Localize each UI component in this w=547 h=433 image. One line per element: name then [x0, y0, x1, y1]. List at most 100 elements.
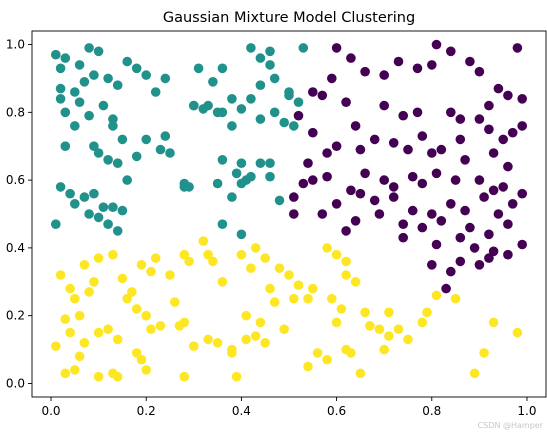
data-point-cluster-2 — [184, 256, 194, 267]
data-point-cluster-0 — [455, 134, 466, 145]
data-point-cluster-2 — [131, 304, 142, 314]
y-tick-label: 0.6 — [6, 173, 25, 187]
data-point-cluster-2 — [231, 371, 242, 382]
x-tick-label: 0.4 — [232, 404, 251, 418]
data-point-cluster-0 — [322, 148, 332, 158]
data-point-cluster-0 — [484, 253, 494, 263]
data-point-cluster-0 — [446, 266, 456, 277]
data-point-cluster-1 — [108, 114, 118, 124]
data-point-cluster-0 — [474, 114, 485, 124]
data-point-cluster-1 — [236, 104, 247, 114]
data-point-cluster-0 — [498, 134, 509, 145]
data-point-cluster-2 — [227, 344, 237, 355]
data-point-cluster-0 — [503, 219, 513, 229]
data-point-cluster-0 — [503, 90, 513, 101]
watermark: CSDN @Hamper — [477, 421, 543, 430]
data-point-cluster-1 — [227, 94, 237, 104]
data-point-cluster-1 — [236, 158, 247, 168]
data-point-cluster-1 — [112, 158, 123, 168]
y-tick-label: 0.0 — [6, 376, 25, 390]
x-tick-label: 0.0 — [41, 404, 60, 418]
data-point-cluster-2 — [136, 260, 147, 270]
data-point-cluster-0 — [398, 110, 409, 121]
data-point-cluster-2 — [312, 348, 323, 358]
data-point-cluster-0 — [355, 144, 366, 155]
data-point-cluster-0 — [431, 39, 442, 50]
data-point-cluster-2 — [150, 253, 161, 263]
data-point-cluster-1 — [231, 168, 242, 179]
data-point-cluster-0 — [407, 171, 418, 182]
data-point-cluster-0 — [289, 192, 299, 202]
data-point-cluster-0 — [369, 195, 380, 206]
data-point-cluster-2 — [93, 371, 104, 382]
data-point-cluster-1 — [155, 144, 166, 155]
plot-frame — [31, 30, 547, 398]
data-point-cluster-0 — [298, 178, 309, 189]
y-tick-label: 0.2 — [6, 309, 25, 323]
y-tick-label: 0.8 — [6, 105, 25, 119]
data-point-cluster-0 — [379, 175, 390, 185]
data-point-cluster-0 — [488, 185, 499, 196]
data-point-cluster-0 — [355, 188, 366, 199]
data-point-cluster-2 — [374, 324, 385, 335]
data-point-cluster-0 — [507, 199, 518, 209]
data-point-cluster-1 — [203, 100, 213, 111]
data-point-cluster-2 — [327, 293, 337, 304]
data-point-cluster-0 — [341, 226, 351, 236]
data-point-cluster-1 — [84, 110, 94, 121]
data-point-cluster-1 — [98, 100, 109, 111]
data-point-cluster-0 — [412, 63, 423, 74]
data-point-cluster-0 — [360, 66, 370, 77]
data-point-cluster-0 — [417, 222, 428, 233]
data-point-cluster-0 — [388, 182, 399, 192]
data-point-cluster-1 — [255, 53, 266, 63]
data-point-cluster-0 — [308, 127, 318, 138]
data-point-cluster-0 — [427, 148, 437, 158]
data-point-cluster-2 — [241, 334, 251, 345]
data-point-cluster-2 — [322, 243, 332, 253]
y-tick-label: 1.0 — [6, 38, 25, 52]
data-point-cluster-0 — [379, 100, 390, 111]
data-point-cluster-1 — [112, 226, 123, 236]
data-point-cluster-2 — [289, 293, 299, 304]
data-point-cluster-1 — [84, 209, 94, 219]
data-point-cluster-0 — [388, 138, 399, 148]
data-point-cluster-0 — [465, 222, 475, 233]
data-point-cluster-2 — [269, 297, 280, 307]
data-point-cluster-0 — [350, 121, 361, 131]
data-point-cluster-0 — [488, 148, 499, 158]
data-point-cluster-0 — [374, 209, 385, 219]
data-point-cluster-0 — [493, 83, 504, 94]
data-point-cluster-0 — [441, 283, 451, 294]
points-layer — [51, 39, 527, 382]
data-point-cluster-1 — [274, 195, 285, 206]
data-point-cluster-2 — [179, 317, 190, 328]
data-point-cluster-2 — [284, 270, 294, 280]
data-point-cluster-2 — [255, 317, 266, 328]
data-point-cluster-1 — [284, 90, 294, 101]
data-point-cluster-2 — [146, 266, 156, 277]
data-point-cluster-2 — [431, 290, 442, 301]
data-point-cluster-1 — [217, 107, 228, 118]
data-point-cluster-1 — [84, 43, 94, 53]
data-point-cluster-2 — [141, 365, 151, 375]
x-tick-label: 0.6 — [327, 404, 346, 418]
data-point-cluster-2 — [141, 310, 151, 321]
data-point-cluster-0 — [455, 232, 466, 243]
data-point-cluster-2 — [70, 293, 80, 304]
data-point-cluster-0 — [517, 239, 527, 250]
data-point-cluster-2 — [331, 249, 342, 260]
data-point-cluster-2 — [393, 324, 404, 335]
data-point-cluster-2 — [250, 331, 261, 341]
data-point-cluster-2 — [55, 270, 66, 280]
data-point-cluster-1 — [246, 43, 256, 53]
data-point-cluster-0 — [417, 131, 428, 141]
data-point-cluster-0 — [474, 66, 485, 77]
data-point-cluster-1 — [55, 63, 66, 74]
data-point-cluster-1 — [55, 94, 66, 104]
data-point-cluster-0 — [436, 216, 447, 226]
data-point-cluster-2 — [155, 321, 166, 331]
data-point-cluster-1 — [122, 56, 132, 67]
data-point-cluster-2 — [331, 317, 342, 328]
data-point-cluster-2 — [189, 341, 199, 352]
